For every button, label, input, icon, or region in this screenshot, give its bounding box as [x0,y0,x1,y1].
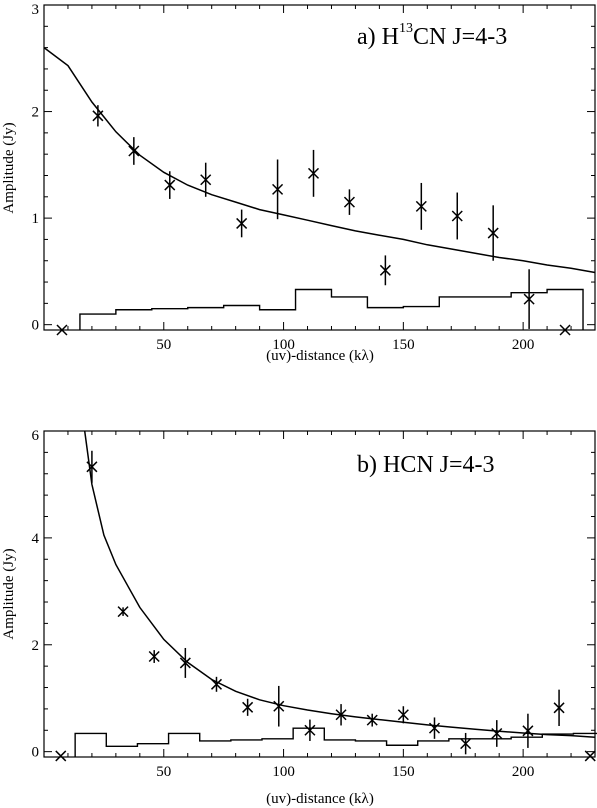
data-point [92,110,104,122]
data-points [56,105,571,336]
plot-frame [43,430,596,758]
y-tick-label: 2 [32,105,40,121]
data-point [86,461,98,473]
model-line [83,430,596,738]
histogram [74,727,597,757]
data-point [117,606,129,618]
data-point [242,701,254,713]
y-axis-label: Amplitude (Jy) [1,122,17,213]
panel-b: b) HCN J=4-3 (uv)-distance (kλ) Amplitud… [1,428,597,807]
data-point [559,324,571,336]
data-point [366,714,378,726]
data-point [164,179,176,191]
x-tick-label: 200 [512,764,535,780]
y-axis-label: Amplitude (Jy) [1,548,17,639]
data-point [56,324,68,336]
panel-a: a) H13CN J=4-3 (uv)-distance (kλ) Amplit… [1,2,596,364]
x-tick-label: 50 [156,337,171,353]
data-point [523,293,535,305]
y-tick-label: 0 [32,318,40,334]
data-point [487,227,499,239]
y-tick-label: 0 [32,745,40,761]
data-point [55,750,67,762]
data-point [304,724,316,736]
x-axis-label: (uv)-distance (kλ) [266,348,374,364]
data-point [460,738,472,750]
x-ticks: 50 100 150 200 [67,5,572,353]
data-point [335,709,347,721]
data-point [200,174,212,186]
y-tick-label: 1 [32,211,40,227]
data-points [55,450,596,762]
y-ticks: 0 1 2 3 [32,2,595,334]
x-tick-label: 100 [272,337,295,353]
y-tick-label: 6 [32,428,40,444]
x-axis-label: (uv)-distance (kλ) [266,791,374,807]
data-point [179,657,191,669]
data-point [415,200,427,212]
x-tick-label: 50 [156,764,171,780]
histogram [79,288,584,330]
panel-title: b) HCN J=4-3 [357,452,495,478]
data-point [451,210,463,222]
histogram-step [74,727,597,757]
data-point [553,702,565,714]
data-point [128,145,140,157]
x-tick-label: 150 [392,337,415,353]
y-tick-label: 4 [32,531,40,547]
model-curve [43,47,596,274]
data-point [273,700,285,712]
data-point [307,167,320,179]
model-curve [83,430,596,738]
y-ticks: 0 2 4 6 [32,428,595,761]
data-point [148,650,160,663]
data-point [522,725,534,737]
x-tick-label: 200 [512,337,535,353]
data-point [343,196,355,208]
data-point [210,678,223,690]
model-line [43,47,596,274]
y-tick-label: 2 [32,638,40,654]
data-point [428,722,441,734]
data-point [379,264,391,276]
y-tick-label: 3 [32,2,40,18]
x-ticks: 50 100 150 200 [67,431,572,780]
data-point [397,709,409,721]
x-tick-label: 150 [392,764,415,780]
x-tick-label: 100 [272,764,295,780]
panel-title: a) H13CN J=4-3 [357,21,507,50]
plot-frame [43,4,596,331]
data-point [236,217,248,229]
histogram-step [79,288,584,330]
data-point [491,727,503,740]
data-point [584,750,596,762]
data-point [272,183,284,195]
